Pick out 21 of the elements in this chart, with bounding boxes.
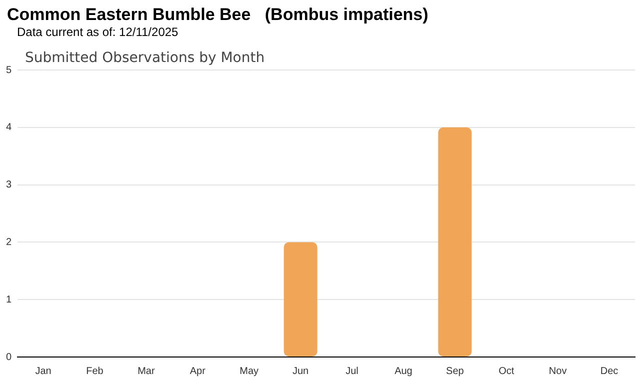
- x-tick-label: Feb: [86, 366, 104, 377]
- x-tick-label: Apr: [190, 366, 206, 377]
- x-tick-label: Jun: [292, 366, 309, 377]
- y-tick-label: 4: [6, 122, 12, 134]
- y-tick-label: 2: [6, 236, 12, 248]
- chart-subtitle: Data current as of: 12/11/2025: [17, 25, 178, 39]
- x-tick-label: Sep: [446, 366, 464, 377]
- x-tick-label: Nov: [548, 366, 567, 377]
- x-tick-label: Oct: [498, 366, 514, 377]
- x-tick-label: Dec: [600, 366, 618, 377]
- x-tick-label: Jan: [35, 366, 52, 377]
- x-tick-label: Aug: [394, 366, 412, 377]
- x-tick-label: May: [240, 366, 259, 377]
- y-tick-label: 1: [6, 294, 12, 306]
- x-tick-label: Jul: [346, 366, 358, 377]
- y-tick-label: 3: [6, 180, 12, 191]
- y-tick-label: 0: [6, 352, 12, 363]
- x-tick-label: Mar: [138, 366, 156, 377]
- y-tick-label: 5: [6, 64, 12, 76]
- chart-title: Common Eastern Bumble Bee (Bombus impatiens): [7, 5, 428, 25]
- text: Submitted Observations by Month: [25, 50, 265, 66]
